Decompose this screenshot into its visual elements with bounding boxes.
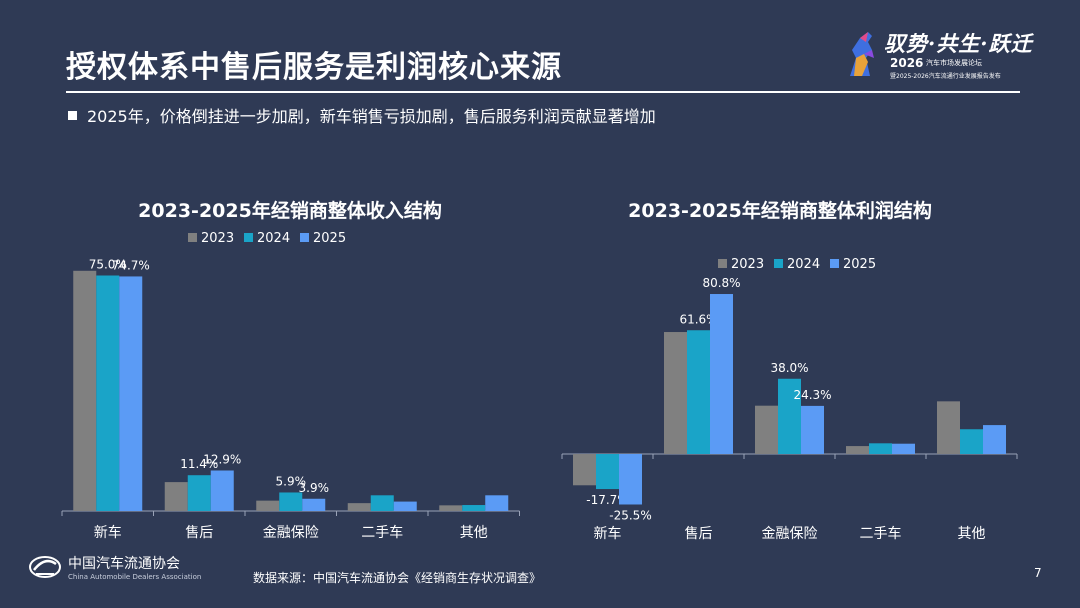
footer-org-name-en: China Automobile Dealers Association — [68, 573, 202, 581]
legend-swatch-2023 — [718, 259, 727, 268]
legend-label-2025: 2025 — [843, 257, 876, 272]
category-label-其他: 其他 — [460, 525, 488, 541]
bar-2025-其他 — [983, 425, 1006, 454]
bar-2025-新车 — [619, 454, 642, 505]
data-label-2025-新车: -25.5% — [609, 508, 651, 522]
bar-2023-其他 — [937, 401, 960, 454]
legend-label-2023: 2023 — [201, 231, 234, 246]
category-label-新车: 新车 — [94, 524, 122, 541]
data-label-2025-金融保险: 3.9% — [299, 481, 330, 495]
cada-logo-icon — [29, 556, 61, 578]
legend-swatch-2024 — [244, 233, 253, 242]
title-divider — [66, 91, 1020, 93]
bar-2025-金融保险 — [302, 498, 326, 511]
legend-swatch-2025 — [300, 233, 309, 242]
legend-swatch-2023 — [188, 233, 197, 242]
bar-2024-售后 — [187, 475, 211, 511]
profit-chart-svg: 2023-2025年经销商整体利润结构 2023 2024 2025 -17.7%-25… — [561, 199, 1018, 542]
legend-label-2025: 2025 — [313, 231, 346, 246]
logo-year: 2026 — [890, 56, 924, 70]
data-label-2025-金融保险: 24.3% — [793, 388, 831, 402]
chart-title: 2023-2025年经销商整体利润结构 — [628, 199, 932, 222]
legend-swatch-2024 — [774, 259, 783, 268]
legend-label-2024: 2024 — [257, 231, 290, 246]
legend-label-2023: 2023 — [731, 257, 764, 272]
bar-2025-新车 — [119, 276, 143, 511]
bar-2024-金融保险 — [778, 378, 801, 454]
page-number: 7 — [1034, 566, 1042, 580]
bar-2025-二手车 — [393, 501, 417, 511]
data-source-note: 数据来源：中国汽车流通协会《经销商生存状况调查》 — [253, 571, 542, 585]
bar-2025-金融保险 — [801, 405, 824, 454]
income-structure-chart: 2023-2025年经销商整体收入结构 2023 2024 2025 75.0% 74.7… — [40, 190, 540, 550]
logo-event-subtitle: 暨2025-2026汽车流通行业发展报告发布 — [890, 73, 1001, 80]
bar-2024-金融保险 — [279, 492, 303, 511]
data-label-2024-售后: 11.4% — [180, 457, 218, 471]
bar-2023-二手车 — [347, 503, 371, 511]
data-label-2024-新车: -17.7% — [586, 493, 628, 507]
bar-2024-其他 — [462, 505, 486, 511]
bar-2024-新车 — [96, 275, 120, 511]
bar-2024-新车 — [596, 454, 619, 490]
category-label-金融保险: 金融保险 — [762, 526, 818, 542]
bullet-text: 2025年，价格倒挂进一步加剧，新车销售亏损加剧，售后服务利润贡献显著增加 — [87, 107, 656, 126]
bar-2023-二手车 — [846, 446, 869, 454]
bullet-point: 2025年，价格倒挂进一步加剧，新车销售亏损加剧，售后服务利润贡献显著增加 — [68, 103, 656, 127]
category-label-售后: 售后 — [185, 525, 213, 541]
category-label-售后: 售后 — [685, 526, 713, 542]
bar-2023-其他 — [439, 505, 463, 511]
legend-swatch-2025 — [830, 259, 839, 268]
data-label-2024-金融保险: 38.0% — [770, 361, 808, 375]
chart-title: 2023-2025年经销商整体收入结构 — [138, 199, 442, 222]
bar-2025-售后 — [710, 294, 733, 454]
category-label-二手车: 二手车 — [361, 524, 403, 541]
bullet-square-icon — [68, 110, 77, 120]
category-label-新车: 新车 — [594, 525, 622, 542]
bar-2024-二手车 — [869, 443, 892, 454]
legend-label-2024: 2024 — [787, 257, 820, 272]
data-label-2025-新车: 74.7% — [112, 258, 150, 272]
bar-2024-售后 — [687, 330, 710, 454]
bar-2025-其他 — [485, 495, 509, 511]
horse-logo-icon — [850, 32, 874, 76]
logo-slogan: 驭势·共生·跃迁 — [884, 31, 1033, 56]
data-label-2025-售后: 12.9% — [203, 452, 241, 466]
data-label-2024-金融保险: 5.9% — [276, 474, 307, 488]
bar-2023-金融保险 — [755, 405, 778, 454]
data-label-2025-售后: 80.8% — [702, 276, 740, 290]
data-label-2024-售后: 61.6% — [679, 312, 717, 326]
bar-2023-新车 — [573, 454, 596, 486]
event-logo: 驭势·共生·跃迁 2026 汽车市场发展论坛 暨2025-2026汽车流通行业发… — [842, 26, 1042, 84]
bar-2023-金融保险 — [256, 500, 280, 511]
category-label-其他: 其他 — [958, 526, 986, 542]
bar-2023-新车 — [73, 270, 97, 511]
bar-2024-其他 — [960, 429, 983, 454]
footer-org-name: 中国汽车流通协会 — [68, 556, 180, 572]
bar-2023-售后 — [164, 482, 188, 511]
bar-2023-售后 — [664, 332, 687, 454]
bar-2024-二手车 — [370, 495, 394, 511]
data-label-2024-新车: 75.0% — [89, 258, 127, 272]
footer-org-logo: 中国汽车流通协会 China Automobile Dealers Associ… — [28, 552, 201, 582]
bar-2025-二手车 — [892, 443, 915, 454]
category-label-金融保险: 金融保险 — [263, 525, 319, 541]
logo-event-name: 汽车市场发展论坛 — [926, 59, 982, 67]
income-chart-svg: 2023-2025年经销商整体收入结构 2023 2024 2025 75.0%74.7… — [61, 199, 520, 541]
slide-title: 授权体系中售后服务是利润核心来源 — [66, 50, 562, 85]
bar-2025-售后 — [210, 470, 234, 511]
profit-structure-chart: 2023-2025年经销商整体利润结构 2023 2024 2025 -17.7% -25… — [540, 190, 1040, 550]
category-label-二手车: 二手车 — [860, 525, 902, 542]
